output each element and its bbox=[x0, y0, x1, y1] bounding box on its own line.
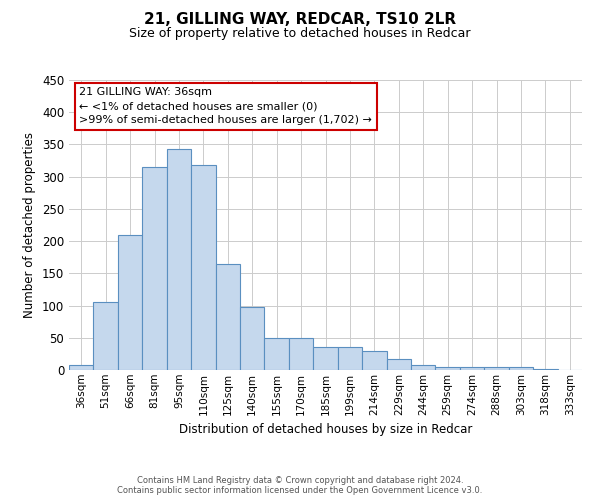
Bar bbox=[118, 234, 142, 370]
Bar bbox=[460, 368, 484, 370]
Bar bbox=[509, 367, 533, 370]
Text: Size of property relative to detached houses in Redcar: Size of property relative to detached ho… bbox=[129, 28, 471, 40]
Bar bbox=[484, 368, 509, 370]
Bar bbox=[313, 348, 338, 370]
Text: Contains HM Land Registry data © Crown copyright and database right 2024.
Contai: Contains HM Land Registry data © Crown c… bbox=[118, 476, 482, 495]
Bar bbox=[69, 366, 94, 370]
Bar bbox=[167, 149, 191, 370]
Text: 21, GILLING WAY, REDCAR, TS10 2LR: 21, GILLING WAY, REDCAR, TS10 2LR bbox=[144, 12, 456, 28]
Bar bbox=[411, 365, 436, 370]
Bar bbox=[289, 338, 313, 370]
Bar bbox=[94, 302, 118, 370]
Bar bbox=[240, 308, 265, 370]
Bar bbox=[191, 165, 215, 370]
X-axis label: Distribution of detached houses by size in Redcar: Distribution of detached houses by size … bbox=[179, 423, 472, 436]
Text: 21 GILLING WAY: 36sqm
← <1% of detached houses are smaller (0)
>99% of semi-deta: 21 GILLING WAY: 36sqm ← <1% of detached … bbox=[79, 87, 372, 125]
Bar bbox=[436, 368, 460, 370]
Bar bbox=[265, 338, 289, 370]
Bar bbox=[362, 352, 386, 370]
Bar bbox=[142, 167, 167, 370]
Bar bbox=[215, 264, 240, 370]
Y-axis label: Number of detached properties: Number of detached properties bbox=[23, 132, 37, 318]
Bar bbox=[338, 348, 362, 370]
Bar bbox=[386, 359, 411, 370]
